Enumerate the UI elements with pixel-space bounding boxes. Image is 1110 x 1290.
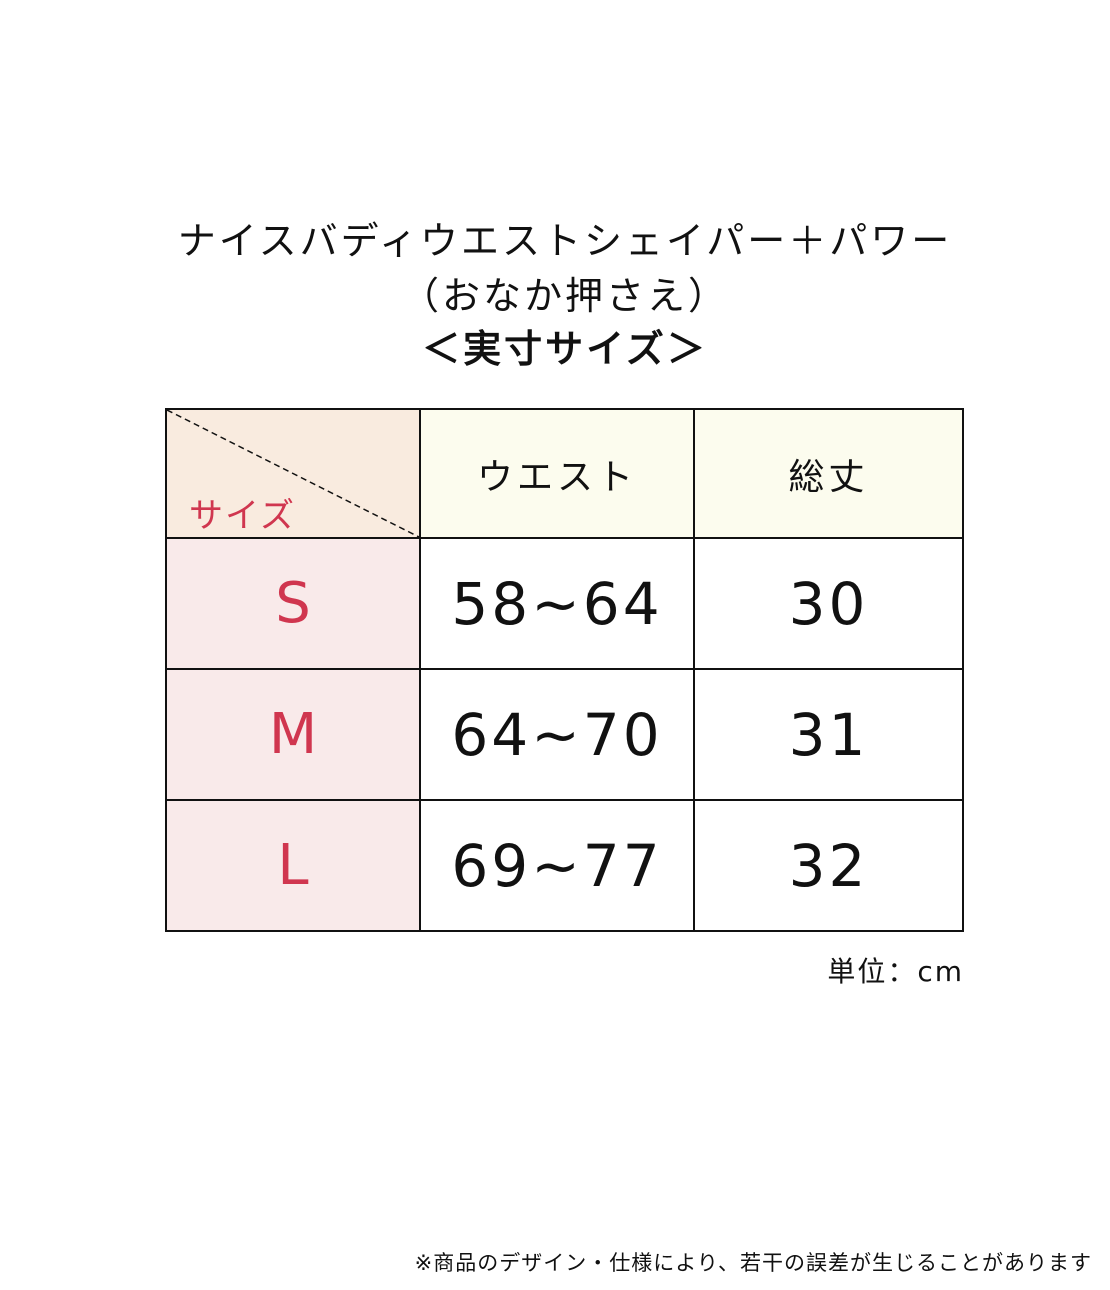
waist-value: 64~70 — [419, 668, 695, 801]
section-heading: ＜実寸サイズ＞ — [422, 327, 708, 371]
table-row: M 64~70 31 — [165, 668, 964, 801]
table-row: L 69~77 32 — [165, 799, 964, 932]
size-label: L — [165, 799, 421, 932]
header-length: 総丈 — [693, 408, 964, 539]
diagonal-divider — [167, 410, 419, 537]
corner-label: サイズ — [189, 496, 296, 536]
size-label: S — [165, 537, 421, 670]
header-row: サイズ ウエスト 総丈 — [165, 408, 964, 539]
length-value: 30 — [693, 537, 964, 670]
product-subtitle: （おなか押さえ） — [400, 274, 729, 318]
waist-value: 69~77 — [419, 799, 695, 932]
waist-value: 58~64 — [419, 537, 695, 670]
unit-label: 単位：cm — [827, 955, 964, 988]
header-waist: ウエスト — [419, 408, 695, 539]
size-table: サイズ ウエスト 総丈 S 58~64 30 M 64~70 31 L 69~7… — [165, 408, 964, 932]
length-value: 32 — [693, 799, 964, 932]
size-label: M — [165, 668, 421, 801]
disclaimer-note: ※商品のデザイン・仕様により、若干の誤差が生じることがあります — [414, 1251, 1092, 1275]
length-value: 31 — [693, 668, 964, 801]
corner-cell: サイズ — [165, 408, 421, 539]
product-title: ナイスバディウエストシェイパー＋パワー — [177, 219, 953, 263]
table-row: S 58~64 30 — [165, 537, 964, 670]
